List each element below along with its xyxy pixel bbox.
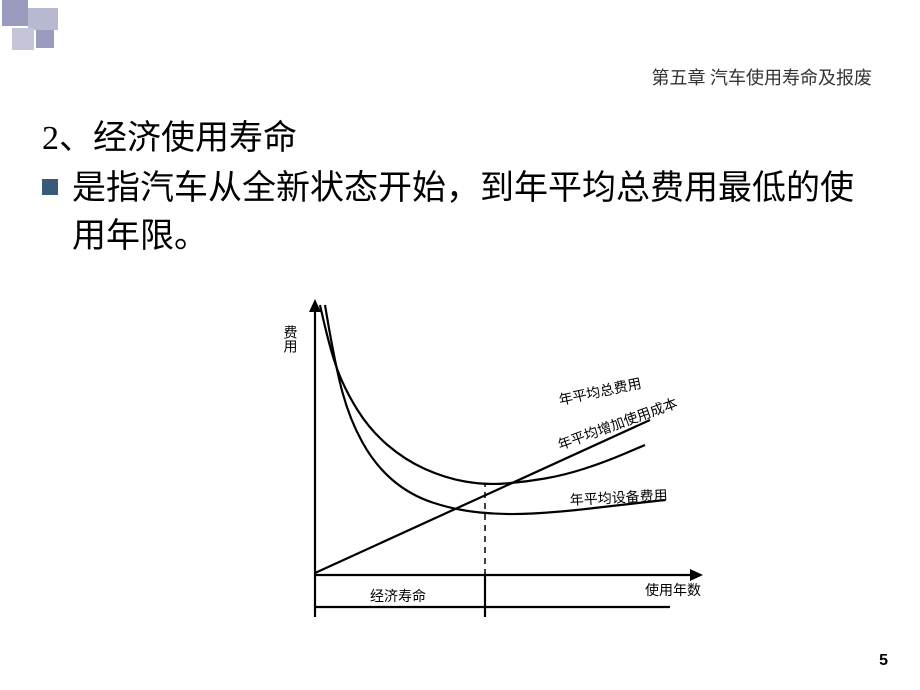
svg-text:费用: 费用 <box>282 325 298 354</box>
page-number: 5 <box>879 652 888 670</box>
chapter-header: 第五章 汽车使用寿命及报废 <box>652 64 873 90</box>
svg-text:年平均总费用: 年平均总费用 <box>558 376 643 409</box>
svg-text:使用年数: 使用年数 <box>645 582 701 599</box>
bullet-item: 是指汽车从全新状态开始，到年平均总费用最低的使用年限。 <box>42 165 878 260</box>
economic-life-chart: 费用使用年数经济寿命年平均总费用年平均增加使用成本年平均设备费用 <box>230 290 750 650</box>
deco-block <box>28 8 58 30</box>
deco-block <box>36 30 54 48</box>
bullet-text: 是指汽车从全新状态开始，到年平均总费用最低的使用年限。 <box>72 165 878 260</box>
deco-block <box>2 0 28 26</box>
deco-block <box>12 28 34 50</box>
chart-svg: 费用使用年数经济寿命年平均总费用年平均增加使用成本年平均设备费用 <box>230 290 750 650</box>
section-title: 2、经济使用寿命 <box>42 110 297 159</box>
svg-text:年平均设备费用: 年平均设备费用 <box>569 487 668 509</box>
corner-decoration <box>0 0 100 60</box>
bullet-marker-icon <box>42 179 58 195</box>
svg-text:经济寿命: 经济寿命 <box>370 588 426 605</box>
